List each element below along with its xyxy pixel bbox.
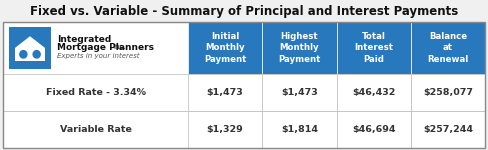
Text: Fixed Rate - 3.34%: Fixed Rate - 3.34% (45, 88, 145, 97)
Bar (337, 22, 411, 74)
Polygon shape (15, 36, 45, 48)
Text: Balance
at
Renewal: Balance at Renewal (427, 32, 468, 64)
Bar (262, 22, 337, 74)
Bar (411, 111, 485, 148)
Text: Integrated: Integrated (57, 34, 111, 43)
Bar (337, 111, 411, 148)
Text: Variable Rate: Variable Rate (60, 125, 131, 134)
Text: $46,432: $46,432 (352, 88, 395, 97)
Bar (3, 22, 485, 148)
Bar (411, 22, 485, 74)
Text: Fixed vs. Variable - Summary of Principal and Interest Payments: Fixed vs. Variable - Summary of Principa… (30, 4, 458, 18)
Text: $257,244: $257,244 (423, 125, 473, 134)
Text: Total
Interest
Paid: Total Interest Paid (354, 32, 393, 64)
Bar (262, 111, 337, 148)
Bar (3, 111, 485, 148)
Ellipse shape (32, 50, 41, 59)
Text: Experts in your interest: Experts in your interest (57, 53, 140, 59)
Bar (9, 27, 51, 69)
Text: Mortgage Planners: Mortgage Planners (57, 42, 154, 51)
Bar (337, 74, 411, 111)
Bar (3, 74, 485, 111)
Ellipse shape (19, 50, 28, 59)
Text: Inc.: Inc. (113, 44, 125, 50)
Text: $1,329: $1,329 (207, 125, 244, 134)
Text: $1,814: $1,814 (281, 125, 318, 134)
Text: $1,473: $1,473 (207, 88, 244, 97)
Bar (15, 48, 45, 61)
Bar (3, 22, 485, 148)
Bar (188, 74, 262, 111)
Text: Highest
Monthly
Payment: Highest Monthly Payment (278, 32, 321, 64)
Text: $46,694: $46,694 (352, 125, 395, 134)
Text: $258,077: $258,077 (423, 88, 473, 97)
Text: $1,473: $1,473 (281, 88, 318, 97)
Bar (188, 111, 262, 148)
Bar (411, 74, 485, 111)
Bar (188, 22, 262, 74)
Text: Initial
Monthly
Payment: Initial Monthly Payment (204, 32, 246, 64)
Bar (262, 74, 337, 111)
